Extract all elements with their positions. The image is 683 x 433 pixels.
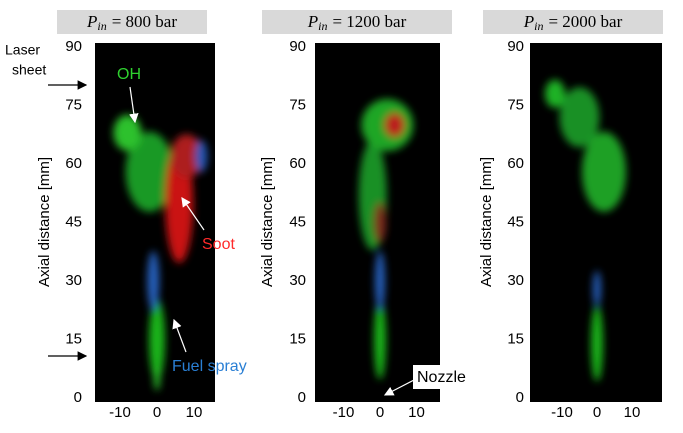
y-tick-label: 90: [507, 38, 524, 55]
x-tick-label: 10: [624, 404, 641, 421]
flame-blob: [375, 251, 385, 311]
title-subscript: in: [318, 19, 327, 33]
y-tick-label: 60: [507, 155, 524, 172]
y-axis-label: Axial distance [mm]: [259, 157, 276, 287]
annotation: Fuel spray: [172, 358, 247, 375]
y-tick-label: 15: [289, 330, 306, 347]
arrow: [383, 379, 415, 396]
flame-image: [358, 99, 414, 380]
panel: Pin = 1200 bar 0 15 30 45 60 75 90 -10 0 10 Axial di…: [259, 10, 452, 421]
title-subscript: in: [534, 19, 543, 33]
arrow: [172, 318, 187, 353]
y-axis-label: Axial distance [mm]: [478, 157, 495, 287]
y-tick-label: 45: [65, 213, 82, 230]
x-tick-label: 0: [593, 404, 601, 421]
title-rest: = 1200 bar: [332, 12, 406, 31]
annotation: Soot: [202, 236, 235, 253]
y-tick-label: 75: [507, 96, 524, 113]
x-tick-label: 0: [153, 404, 161, 421]
flame-blob: [591, 305, 603, 382]
flame-image: [113, 114, 208, 391]
panel-title: Pin = 800 bar: [86, 12, 177, 33]
flame-image: [545, 79, 626, 382]
panels: Pin = 800 bar 0 15 30 45 60 75 90 -10 0 10 Axial dis…: [36, 10, 663, 421]
title-symbol: P: [307, 12, 318, 31]
flame-blob: [384, 113, 405, 137]
y-tick-label: 15: [507, 330, 524, 347]
x-tick-label: -10: [109, 404, 131, 421]
x-tick-label: 10: [408, 404, 425, 421]
arrow: [129, 86, 139, 124]
y-tick-label: 0: [74, 389, 82, 406]
flame-blob: [113, 114, 142, 151]
panel-title: Pin = 2000 bar: [523, 12, 623, 33]
annotation: Laser: [5, 42, 40, 58]
annotation: OH: [117, 66, 141, 83]
flame-blob: [545, 79, 565, 108]
x-tick-label: -10: [333, 404, 355, 421]
panel-header: [57, 10, 207, 34]
y-tick-label: 15: [65, 330, 82, 347]
x-tick-label: 10: [186, 404, 203, 421]
title-rest: = 800 bar: [112, 12, 178, 31]
flame-blob: [374, 202, 386, 243]
y-tick-label: 90: [65, 38, 82, 55]
flame-blob: [149, 299, 165, 380]
title-rest: = 2000 bar: [548, 12, 622, 31]
flame-blob: [593, 270, 601, 307]
label-box: [413, 365, 477, 389]
x-tick-label: 0: [376, 404, 384, 421]
y-tick-label: 45: [289, 213, 306, 230]
panel-header: [262, 10, 452, 34]
annotation: Nozzle: [417, 369, 466, 386]
flame-blob: [195, 140, 208, 173]
arrow: [181, 197, 205, 231]
y-tick-label: 60: [65, 155, 82, 172]
y-tick-label: 0: [516, 389, 524, 406]
flame-blob: [154, 366, 160, 391]
y-axis-label: Axial distance [mm]: [36, 157, 53, 287]
annotation: sheet: [12, 62, 46, 78]
panel-header: [483, 10, 663, 34]
title-symbol: P: [523, 12, 534, 31]
flame-blob: [582, 131, 626, 212]
panel-title: Pin = 1200 bar: [307, 12, 407, 33]
panel: Pin = 2000 bar 0 15 30 45 60 75 90 -10 0 10 Axial di…: [478, 10, 663, 421]
y-tick-label: 30: [507, 272, 524, 289]
y-tick-label: 0: [298, 389, 306, 406]
y-tick-label: 75: [289, 96, 306, 113]
x-tick-label: -10: [551, 404, 573, 421]
flame-blob: [170, 134, 203, 179]
panel: Pin = 800 bar 0 15 30 45 60 75 90 -10 0 10 Axial dis…: [36, 10, 215, 421]
y-tick-label: 90: [289, 38, 306, 55]
y-tick-label: 45: [507, 213, 524, 230]
flame-blob: [125, 131, 174, 212]
y-tick-label: 75: [65, 96, 82, 113]
annotations: Laser sheet OH Soot Fuel spray Nozzle: [5, 42, 477, 396]
title-symbol: P: [86, 12, 97, 31]
title-subscript: in: [97, 19, 106, 33]
flame-blob: [147, 251, 160, 311]
y-tick-label: 30: [65, 272, 82, 289]
y-tick-label: 60: [289, 155, 306, 172]
flame-blob: [559, 87, 600, 148]
flame-blob: [374, 299, 386, 380]
y-tick-label: 30: [289, 272, 306, 289]
